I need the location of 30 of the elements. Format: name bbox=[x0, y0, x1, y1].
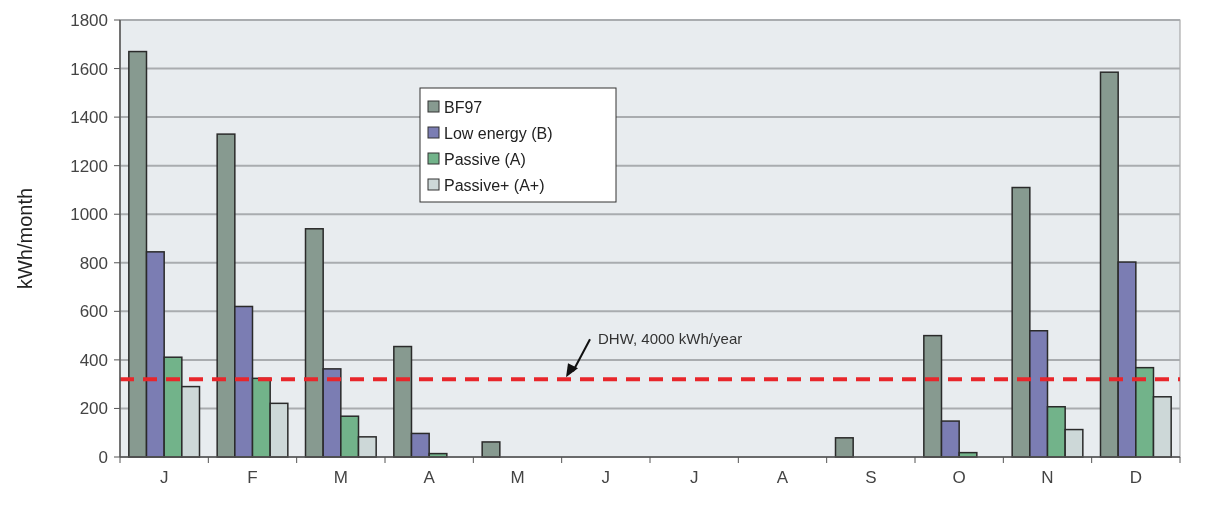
y-tick-label: 0 bbox=[98, 447, 108, 467]
ref-line-label: DHW, 4000 kWh/year bbox=[598, 330, 743, 348]
legend-label: Passive (A) bbox=[444, 150, 526, 168]
x-tick-label: D bbox=[1129, 468, 1142, 487]
legend-label: Passive+ (A+) bbox=[444, 176, 545, 194]
bar bbox=[481, 441, 501, 458]
y-tick-label: 1200 bbox=[70, 156, 108, 176]
x-tick-label: A bbox=[423, 468, 436, 487]
x-tick-label: N bbox=[1041, 468, 1054, 487]
x-tick-label: S bbox=[865, 468, 877, 487]
x-tick-label: J bbox=[601, 468, 611, 487]
bar bbox=[834, 437, 854, 458]
y-tick-label: 1600 bbox=[70, 59, 108, 79]
x-tick-label: J bbox=[689, 468, 699, 487]
y-tick-label: 600 bbox=[79, 302, 108, 322]
x-tick-label: J bbox=[159, 468, 169, 487]
y-tick-label: 1000 bbox=[70, 205, 108, 225]
x-tick-label: M bbox=[333, 468, 348, 487]
legend-label: Low energy (B) bbox=[444, 124, 553, 142]
y-tick-label: 1800 bbox=[70, 10, 108, 30]
y-tick-label: 200 bbox=[79, 399, 108, 419]
x-tick-label: F bbox=[247, 468, 258, 487]
y-tick-label: 1400 bbox=[70, 108, 108, 128]
x-tick-label: A bbox=[776, 468, 789, 487]
legend-label: BF97 bbox=[444, 98, 483, 116]
y-tick-label: 400 bbox=[79, 350, 108, 370]
x-tick-label: O bbox=[952, 468, 966, 487]
y-tick-label: 800 bbox=[79, 253, 108, 273]
x-tick-label: M bbox=[510, 468, 525, 487]
y-axis-title: kWh/month bbox=[14, 187, 36, 290]
